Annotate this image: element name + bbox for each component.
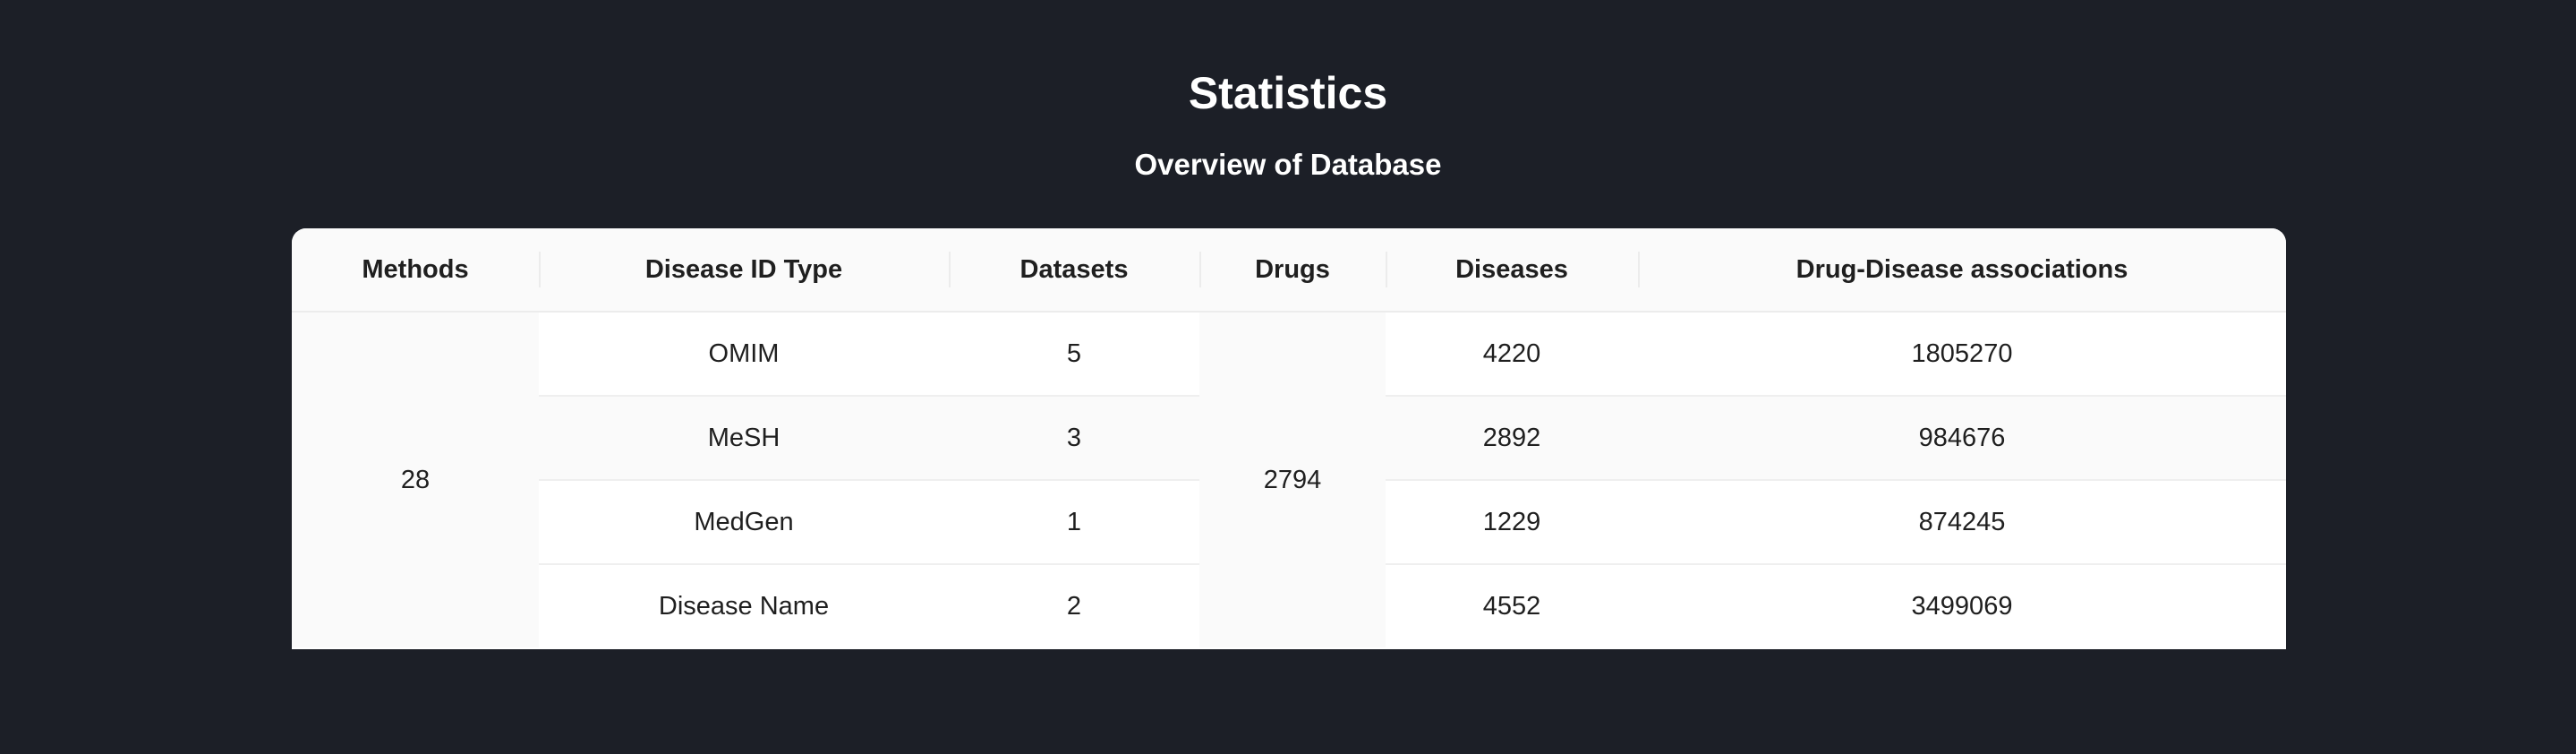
- column-header-diseases: Diseases: [1386, 228, 1638, 313]
- associations-cell: 984676: [1638, 396, 2286, 481]
- table-header-row: Methods Disease ID Type Datasets Drugs D…: [292, 228, 2286, 313]
- column-header-methods: Methods: [292, 228, 539, 313]
- datasets-cell: 2: [949, 564, 1199, 647]
- diseases-cell: 2892: [1386, 396, 1638, 481]
- page-title: Statistics: [1188, 68, 1388, 118]
- column-header-drugs: Drugs: [1199, 228, 1386, 313]
- disease-id-type-cell: MedGen: [539, 480, 949, 565]
- table-row: Disease Name 2 4552 3499069: [292, 564, 2286, 647]
- page-subtitle: Overview of Database: [1134, 148, 1442, 181]
- methods-count-cell: 28: [292, 312, 539, 647]
- statistics-table-container: Methods Disease ID Type Datasets Drugs D…: [292, 228, 2286, 649]
- associations-cell: 1805270: [1638, 312, 2286, 397]
- disease-id-type-cell: MeSH: [539, 396, 949, 481]
- column-header-datasets: Datasets: [949, 228, 1199, 313]
- statistics-table: Methods Disease ID Type Datasets Drugs D…: [292, 228, 2286, 647]
- datasets-cell: 5: [949, 312, 1199, 397]
- diseases-cell: 1229: [1386, 480, 1638, 565]
- disease-id-type-cell: Disease Name: [539, 564, 949, 647]
- diseases-cell: 4552: [1386, 564, 1638, 647]
- column-header-disease-id-type: Disease ID Type: [539, 228, 949, 313]
- table-row: 28 OMIM 5 2794 4220 1805270: [292, 312, 2286, 647]
- diseases-cell: 4220: [1386, 312, 1638, 397]
- drugs-count-cell: 2794: [1199, 312, 1386, 647]
- table-row: MedGen 1 1229 874245: [292, 480, 2286, 565]
- associations-cell: 874245: [1638, 480, 2286, 565]
- table-row: MeSH 3 2892 984676: [292, 396, 2286, 481]
- associations-cell: 3499069: [1638, 564, 2286, 647]
- datasets-cell: 3: [949, 396, 1199, 481]
- datasets-cell: 1: [949, 480, 1199, 565]
- disease-id-type-cell: OMIM: [539, 312, 949, 397]
- column-header-associations: Drug-Disease associations: [1638, 228, 2286, 313]
